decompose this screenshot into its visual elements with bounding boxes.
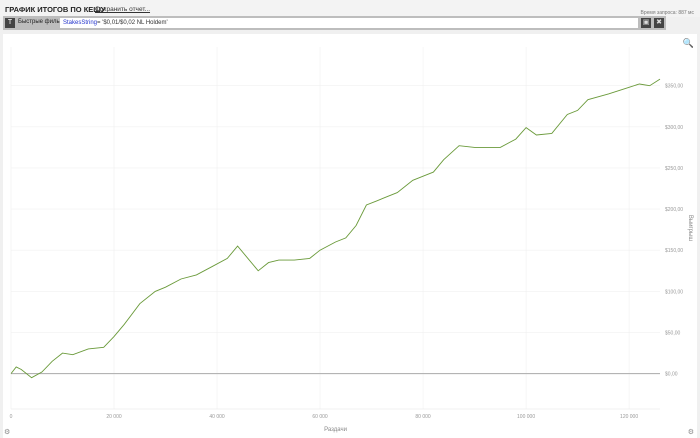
x-tick-label: 100 000 (517, 414, 535, 420)
query-time: Время запроса: 887 мс (640, 10, 694, 16)
y-tick-label: $350,00 (665, 84, 683, 90)
y-tick-label: $250,00 (665, 166, 683, 172)
x-tick-label: 40 000 (209, 414, 225, 420)
settings-icon-right[interactable]: ⚙ (687, 429, 694, 436)
x-axis-title: Раздачи (324, 427, 347, 433)
filter-bar: T Быстрые филь StakesString= '$0,01/$0,0… (3, 16, 666, 30)
x-tick-label: 120 000 (620, 414, 638, 420)
chart-panel (3, 34, 697, 438)
filter-icon[interactable]: T (5, 18, 15, 28)
page-title: ГРАФИК ИТОГОВ ПО КЕШУ (5, 5, 106, 14)
y-tick-label: $0,00 (665, 372, 678, 378)
clear-icon[interactable]: ✖ (654, 18, 664, 28)
save-report-link[interactable]: Сохранить отчет... (95, 6, 151, 13)
y-tick-label: $300,00 (665, 125, 683, 131)
y-tick-label: $100,00 (665, 289, 683, 295)
zoom-icon[interactable]: 🔍 (682, 38, 694, 48)
x-tick-label: 0 (10, 414, 13, 420)
header: ГРАФИК ИТОГОВ ПО КЕШУ Сохранить отчет...… (0, 0, 700, 17)
settings-icon[interactable]: ⚙ (4, 429, 11, 436)
y-tick-label: $200,00 (665, 207, 683, 213)
series-line (10, 78, 661, 379)
filter-value: = '$0,01/$0,02 NL Holdem' (97, 20, 168, 26)
x-tick-label: 80 000 (415, 414, 431, 420)
y-tick-label: $50,00 (665, 330, 681, 336)
x-tick-label: 60 000 (312, 414, 328, 420)
y-axis-title: Выигрыш (687, 215, 693, 242)
filter-label: Быстрые филь (18, 19, 60, 25)
x-tick-label: 20 000 (106, 414, 122, 420)
save-icon[interactable]: ▣ (641, 18, 651, 28)
filter-key: StakesString (63, 20, 98, 26)
y-tick-label: $150,00 (665, 248, 683, 254)
filter-input[interactable]: StakesString= '$0,01/$0,02 NL Holdem' (60, 18, 638, 28)
